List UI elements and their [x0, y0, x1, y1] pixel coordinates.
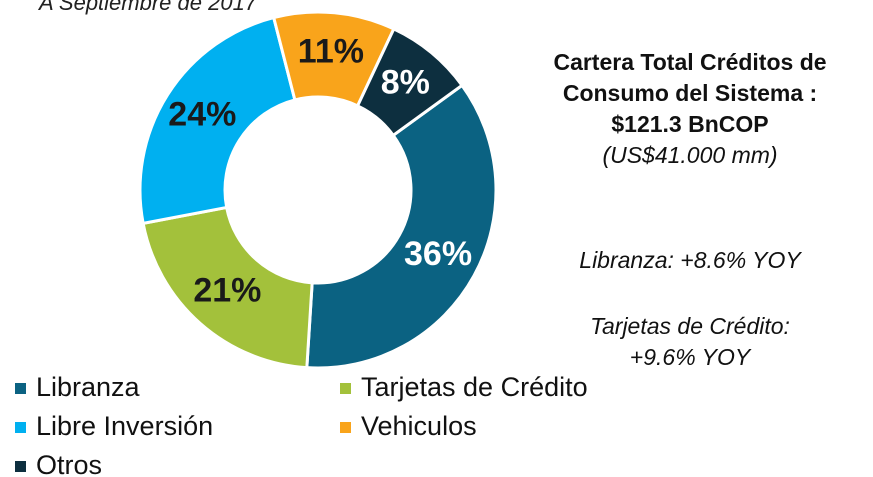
- donut-slice: [355, 26, 465, 138]
- legend-label: Vehiculos: [361, 411, 477, 441]
- legend-label: Libre Inversión: [36, 411, 213, 441]
- legend-swatch: [340, 383, 351, 394]
- legend-swatch: [340, 422, 351, 433]
- slice-label: 8%: [381, 63, 430, 101]
- side-title: $121.3 BnCOP: [611, 111, 768, 137]
- legend-swatch: [15, 422, 26, 433]
- slice-label: 21%: [193, 272, 261, 310]
- annotation: +9.6% YOY: [630, 344, 752, 370]
- donut-slice: [138, 15, 297, 226]
- legend-swatch: [15, 461, 26, 472]
- slice-label: 36%: [404, 235, 472, 273]
- legend-label: Otros: [36, 450, 102, 477]
- donut-slice: [141, 205, 314, 370]
- slice-label: 11%: [298, 33, 364, 71]
- annotation: Libranza: +8.6% YOY: [579, 247, 802, 273]
- slice-label: 24%: [168, 96, 236, 134]
- chart-title: A Septiembre de 2017: [37, 0, 258, 15]
- donut-slice: [305, 83, 498, 370]
- legend-label: Libranza: [36, 372, 141, 402]
- legend-label: Tarjetas de Crédito: [361, 372, 588, 402]
- side-title: Cartera Total Créditos de: [553, 49, 826, 75]
- annotation: Tarjetas de Crédito:: [590, 313, 790, 339]
- legend-swatch: [15, 383, 26, 394]
- side-title: Consumo del Sistema :: [563, 80, 817, 106]
- side-subtitle: (US$41.000 mm): [602, 142, 777, 168]
